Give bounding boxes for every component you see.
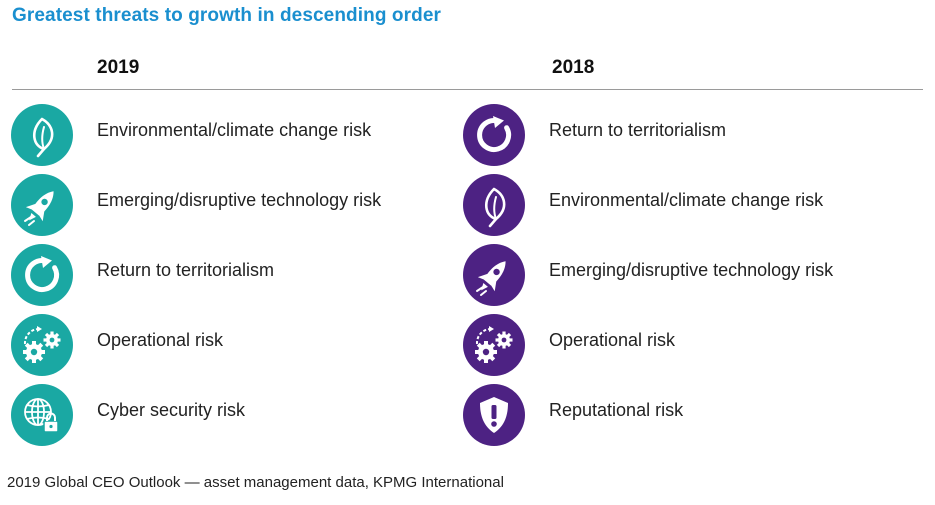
circular-arrow-icon xyxy=(463,104,525,166)
item-label: Return to territorialism xyxy=(97,260,275,280)
globe-lock-icon xyxy=(11,384,73,446)
item-label: Reputational risk xyxy=(549,400,684,420)
item-label: Environmental/climate change risk xyxy=(549,190,824,210)
gears-icon xyxy=(463,314,525,376)
page-title: Greatest threats to growth in descending… xyxy=(12,5,442,26)
item-label: Emerging/disruptive technology risk xyxy=(97,190,382,210)
rocket-icon xyxy=(11,174,73,236)
header-divider xyxy=(12,89,923,90)
column-header-2018: 2018 xyxy=(552,57,595,78)
column-header-2019: 2019 xyxy=(97,57,140,78)
leaf-icon xyxy=(11,104,73,166)
item-label: Return to territorialism xyxy=(549,120,727,140)
item-label: Cyber security risk xyxy=(97,400,246,420)
source-note: 2019 Global CEO Outlook — asset manageme… xyxy=(7,474,504,491)
item-label: Emerging/disruptive technology risk xyxy=(549,260,834,280)
item-label: Operational risk xyxy=(549,330,676,350)
gears-icon xyxy=(11,314,73,376)
rocket-icon xyxy=(463,244,525,306)
shield-exclamation-icon xyxy=(463,384,525,446)
item-label: Environmental/climate change risk xyxy=(97,120,372,140)
item-label: Operational risk xyxy=(97,330,224,350)
circular-arrow-icon xyxy=(11,244,73,306)
leaf-icon xyxy=(463,174,525,236)
